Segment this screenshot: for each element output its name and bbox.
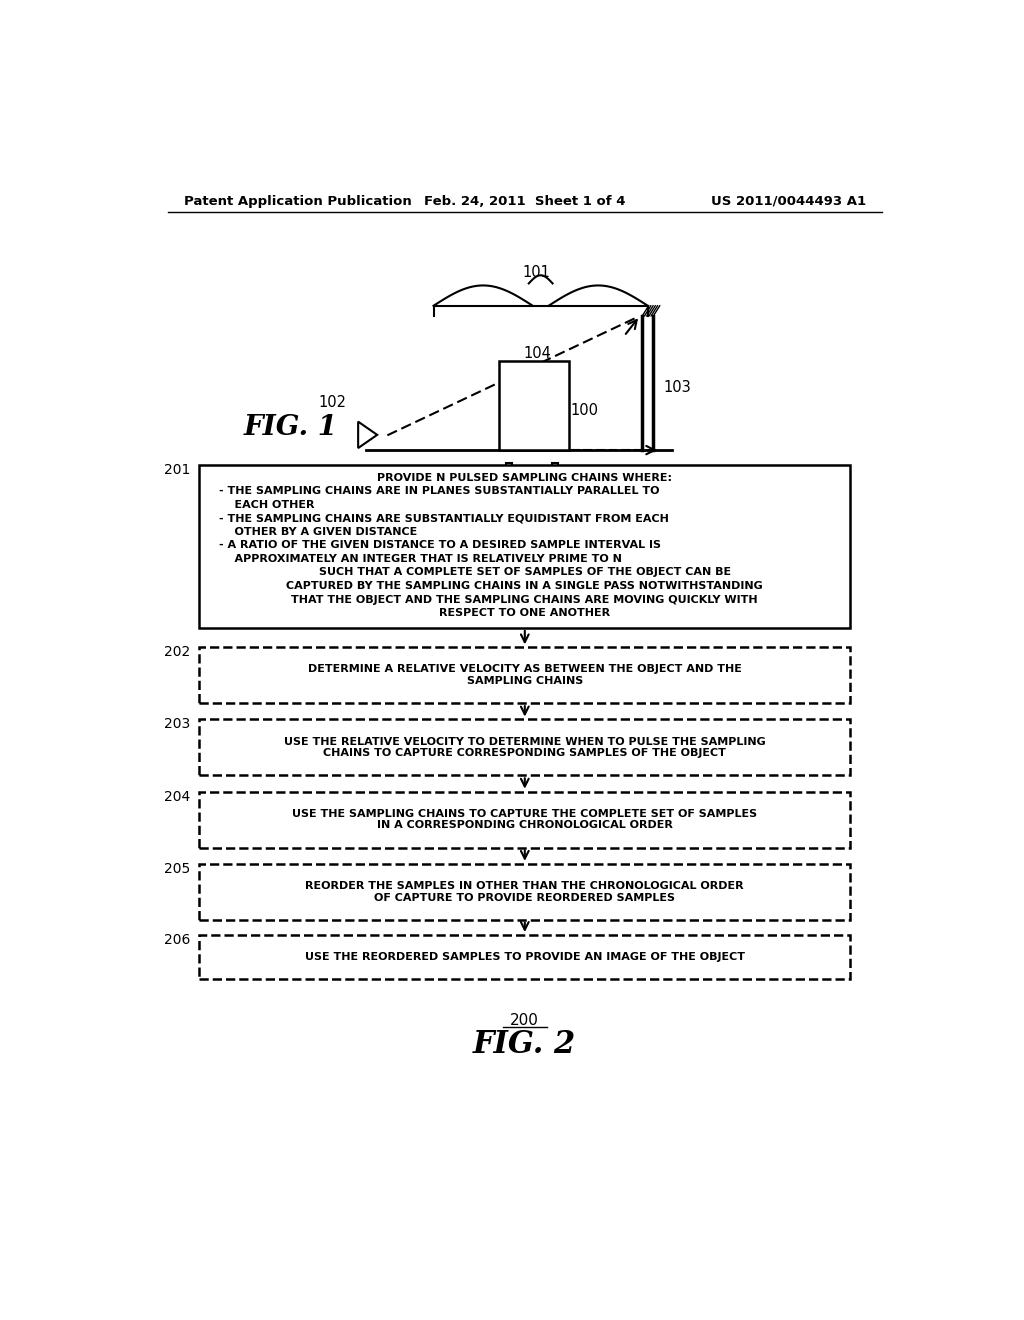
Polygon shape (358, 421, 377, 447)
Text: APPROXIMATELY AN INTEGER THAT IS RELATIVELY PRIME TO N: APPROXIMATELY AN INTEGER THAT IS RELATIV… (219, 554, 623, 564)
Text: PROVIDE N PULSED SAMPLING CHAINS WHERE:: PROVIDE N PULSED SAMPLING CHAINS WHERE: (377, 473, 673, 483)
Bar (200, 935, 850, 978)
Bar (200, 792, 850, 847)
Text: 206: 206 (164, 933, 189, 946)
Bar (552, 463, 558, 477)
Bar (200, 719, 850, 775)
Text: 200: 200 (510, 1012, 540, 1028)
Text: 100: 100 (570, 403, 599, 418)
Text: USE THE RELATIVE VELOCITY TO DETERMINE WHEN TO PULSE THE SAMPLING
CHAINS TO CAPT: USE THE RELATIVE VELOCITY TO DETERMINE W… (284, 737, 766, 758)
Text: 201: 201 (164, 463, 189, 478)
Text: Patent Application Publication: Patent Application Publication (183, 194, 412, 207)
Text: THAT THE OBJECT AND THE SAMPLING CHAINS ARE MOVING QUICKLY WITH: THAT THE OBJECT AND THE SAMPLING CHAINS … (292, 594, 758, 605)
Text: REORDER THE SAMPLES IN OTHER THAN THE CHRONOLOGICAL ORDER
OF CAPTURE TO PROVIDE : REORDER THE SAMPLES IN OTHER THAN THE CH… (305, 880, 744, 903)
Bar (200, 647, 850, 704)
Text: FIG. 1: FIG. 1 (244, 414, 338, 441)
Text: RESPECT TO ONE ANOTHER: RESPECT TO ONE ANOTHER (439, 609, 610, 618)
Text: EACH OTHER: EACH OTHER (219, 500, 314, 510)
Text: FIG. 2: FIG. 2 (473, 1030, 577, 1060)
Text: SUCH THAT A COMPLETE SET OF SAMPLES OF THE OBJECT CAN BE: SUCH THAT A COMPLETE SET OF SAMPLES OF T… (318, 568, 731, 577)
Text: CAPTURED BY THE SAMPLING CHAINS IN A SINGLE PASS NOTWITHSTANDING: CAPTURED BY THE SAMPLING CHAINS IN A SIN… (287, 581, 763, 591)
Text: 104: 104 (523, 346, 551, 362)
Text: - A RATIO OF THE GIVEN DISTANCE TO A DESIRED SAMPLE INTERVAL IS: - A RATIO OF THE GIVEN DISTANCE TO A DES… (219, 540, 662, 550)
Bar (200, 863, 850, 920)
Text: 103: 103 (664, 380, 691, 395)
Text: DETERMINE A RELATIVE VELOCITY AS BETWEEN THE OBJECT AND THE
SAMPLING CHAINS: DETERMINE A RELATIVE VELOCITY AS BETWEEN… (308, 664, 741, 686)
Text: 204: 204 (164, 789, 189, 804)
Bar (500, 360, 569, 450)
Text: 203: 203 (164, 718, 189, 731)
Text: - THE SAMPLING CHAINS ARE IN PLANES SUBSTANTIALLY PARALLEL TO: - THE SAMPLING CHAINS ARE IN PLANES SUBS… (219, 486, 659, 496)
Text: USE THE SAMPLING CHAINS TO CAPTURE THE COMPLETE SET OF SAMPLES
IN A CORRESPONDIN: USE THE SAMPLING CHAINS TO CAPTURE THE C… (292, 809, 758, 830)
Text: USE THE REORDERED SAMPLES TO PROVIDE AN IMAGE OF THE OBJECT: USE THE REORDERED SAMPLES TO PROVIDE AN … (305, 952, 744, 962)
Text: 102: 102 (318, 395, 346, 409)
Text: US 2011/0044493 A1: US 2011/0044493 A1 (711, 194, 866, 207)
Text: 101: 101 (523, 265, 551, 280)
Bar (506, 463, 512, 477)
Text: Feb. 24, 2011  Sheet 1 of 4: Feb. 24, 2011 Sheet 1 of 4 (424, 194, 626, 207)
Text: 202: 202 (164, 645, 189, 659)
Text: OTHER BY A GIVEN DISTANCE: OTHER BY A GIVEN DISTANCE (219, 527, 418, 537)
Text: 205: 205 (164, 862, 189, 875)
Text: - THE SAMPLING CHAINS ARE SUBSTANTIALLY EQUIDISTANT FROM EACH: - THE SAMPLING CHAINS ARE SUBSTANTIALLY … (219, 513, 669, 523)
Bar (200, 466, 850, 628)
